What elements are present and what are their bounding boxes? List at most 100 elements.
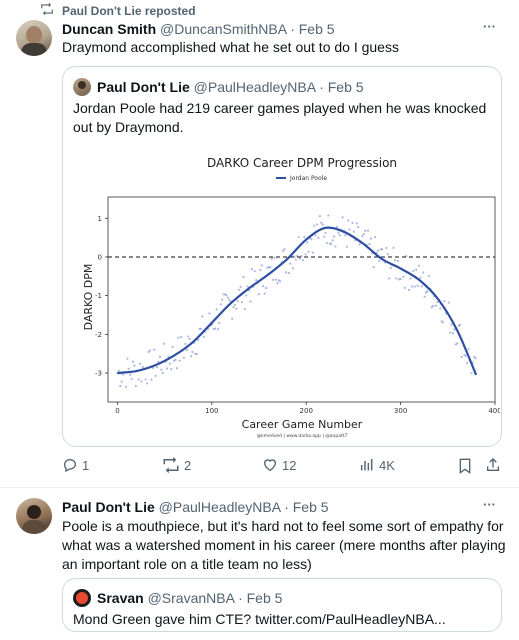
data-point	[243, 307, 246, 311]
like-button[interactable]: 12	[262, 457, 296, 473]
data-point	[372, 265, 375, 269]
data-point	[443, 300, 446, 303]
avatar[interactable]	[16, 498, 52, 534]
data-point	[369, 237, 372, 240]
more-button[interactable]: ···	[483, 497, 496, 512]
data-point	[441, 321, 445, 324]
author-handle[interactable]: @DuncanSmithNBA	[160, 21, 287, 37]
data-point	[262, 285, 265, 288]
x-tick-label: 0	[115, 407, 119, 415]
data-point	[219, 303, 222, 306]
avatar[interactable]	[16, 20, 52, 56]
quote-author-name[interactable]: Sravan	[97, 590, 144, 606]
data-point	[323, 235, 326, 238]
data-point	[338, 234, 341, 237]
data-point	[240, 301, 244, 304]
data-point	[215, 308, 218, 311]
data-point	[218, 321, 221, 325]
share-button[interactable]	[485, 457, 501, 478]
data-point	[153, 348, 156, 351]
data-point	[202, 335, 205, 339]
data-point	[417, 264, 421, 267]
quote-text: Mond Green gave him CTE? twitter.com/Pau…	[73, 611, 446, 627]
data-point	[137, 378, 140, 381]
x-tick-label: 400	[488, 407, 500, 415]
x-tick-label: 300	[394, 407, 407, 415]
data-point	[180, 336, 183, 339]
more-button[interactable]: ···	[483, 19, 496, 34]
data-point	[191, 350, 194, 354]
data-point	[314, 234, 317, 237]
quote-time[interactable]: · Feb 5	[319, 79, 364, 95]
data-point	[385, 246, 388, 250]
data-point	[334, 245, 337, 248]
quote-author-handle[interactable]: @SravanNBA	[147, 590, 235, 606]
data-point	[279, 280, 282, 283]
data-point	[257, 293, 261, 296]
data-point	[456, 342, 459, 345]
data-point	[231, 317, 234, 320]
author-handle[interactable]: @PaulHeadleyNBA	[158, 499, 281, 515]
data-point	[260, 264, 263, 267]
bookmark-button[interactable]	[458, 458, 472, 479]
data-point	[274, 278, 278, 281]
data-point	[396, 259, 399, 263]
data-point	[232, 306, 235, 309]
data-point	[168, 362, 171, 365]
data-point	[171, 345, 174, 348]
quote-author-handle[interactable]: @PaulHeadleyNBA	[193, 79, 316, 95]
quote-card[interactable]: Paul Don't Lie @PaulHeadleyNBA · Feb 5 J…	[62, 66, 502, 447]
data-point	[412, 269, 415, 273]
author-name[interactable]: Paul Don't Lie	[62, 499, 155, 515]
data-point	[345, 245, 348, 248]
reply-button[interactable]: 1	[62, 457, 89, 473]
data-point	[188, 337, 191, 341]
repost-icon	[40, 2, 54, 20]
data-point	[330, 243, 333, 246]
data-point	[449, 331, 452, 334]
tweet-time[interactable]: · Feb 5	[290, 21, 335, 37]
tweet-2[interactable]: Paul Don't Lie @PaulHeadleyNBA · Feb 5 ·…	[0, 488, 519, 640]
quote-time[interactable]: · Feb 5	[238, 590, 283, 606]
data-point	[410, 285, 414, 288]
data-point	[287, 271, 290, 275]
data-point	[320, 221, 323, 224]
data-point	[276, 282, 279, 285]
repost-label[interactable]: Paul Don't Lie reposted	[62, 4, 196, 18]
data-point	[327, 214, 330, 217]
y-tick-label: -2	[95, 331, 102, 339]
data-point	[291, 267, 295, 270]
heart-icon	[263, 459, 277, 472]
data-point	[265, 286, 268, 290]
data-point	[364, 229, 367, 233]
x-axis-label: Career Game Number	[242, 418, 363, 431]
data-point	[163, 342, 166, 345]
bookmark-icon	[459, 458, 471, 474]
data-point	[439, 307, 442, 310]
tweet-1[interactable]: Paul Don't Lie reposted Duncan Smith @Du…	[0, 0, 519, 487]
x-tick-label: 200	[300, 407, 313, 415]
chart-image[interactable]: DARKO Career DPM Progression Jordan Pool…	[64, 147, 502, 445]
data-point	[315, 223, 319, 226]
quote-card[interactable]: Sravan @SravanNBA · Feb 5 Mond Green gav…	[62, 578, 502, 632]
data-point	[378, 259, 381, 262]
data-point	[134, 384, 137, 387]
chart-credit: @kmedved | www.darko.app | @anpatt7	[257, 433, 348, 439]
tweet-time[interactable]: · Feb 5	[284, 499, 329, 515]
data-point	[281, 249, 285, 252]
tweet-header: Paul Don't Lie @PaulHeadleyNBA · Feb 5	[62, 498, 329, 516]
data-point	[269, 266, 272, 269]
repost-icon	[163, 457, 179, 473]
data-point	[298, 257, 302, 260]
author-name[interactable]: Duncan Smith	[62, 21, 157, 37]
repost-button[interactable]: 2	[162, 457, 191, 473]
views-icon	[360, 459, 373, 471]
views-button[interactable]: 4K	[359, 457, 395, 473]
data-point	[187, 335, 190, 338]
quote-author-name[interactable]: Paul Don't Lie	[97, 79, 190, 95]
data-point	[126, 357, 129, 360]
reply-count: 1	[82, 457, 90, 473]
data-point	[324, 231, 327, 235]
data-point	[130, 377, 133, 381]
y-axis-label: DARKO DPM	[82, 264, 95, 331]
